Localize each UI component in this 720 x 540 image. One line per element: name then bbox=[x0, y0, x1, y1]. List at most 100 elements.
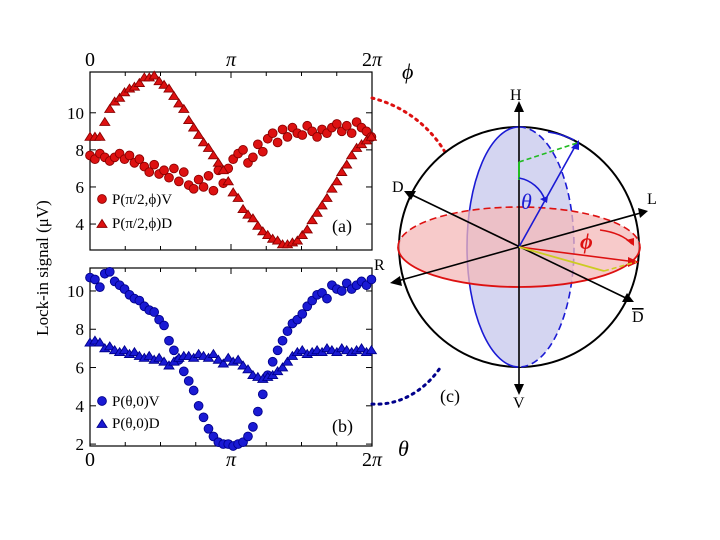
data-point-triangle bbox=[296, 229, 309, 239]
data-point-triangle bbox=[365, 131, 378, 141]
data-point-triangle bbox=[242, 364, 254, 374]
legend-label: P(θ,0)V bbox=[112, 394, 160, 410]
data-point-circle bbox=[188, 183, 199, 194]
panel-a-chart: 4 6 8 10 0 π 2π P(π/2,ϕ)V P(π/2,ϕ)D (a) ϕ bbox=[67, 49, 413, 251]
panel-b-bottom-axis-label: θ bbox=[398, 436, 409, 461]
data-point-circle bbox=[312, 132, 322, 142]
arrowhead-Dbar bbox=[622, 293, 634, 302]
y-tick-label: 10 bbox=[67, 282, 84, 301]
data-point-circle bbox=[341, 120, 352, 131]
data-point-triangle bbox=[222, 176, 235, 186]
data-point-triangle bbox=[242, 209, 254, 219]
bloch-label-theta: θ bbox=[521, 189, 532, 214]
data-point-triangle bbox=[153, 352, 165, 362]
data-point-circle bbox=[272, 137, 283, 148]
data-point-triangle bbox=[316, 200, 328, 210]
meridian-arrow bbox=[547, 131, 575, 141]
data-point-triangle bbox=[143, 350, 156, 360]
data-point-triangle bbox=[252, 220, 264, 230]
data-point-triangle bbox=[148, 70, 160, 80]
bloch-label-H: H bbox=[510, 87, 522, 104]
data-point-circle bbox=[282, 132, 293, 142]
x-tick-label: π bbox=[226, 449, 237, 471]
data-point-circle bbox=[277, 124, 288, 135]
data-point-circle bbox=[277, 335, 288, 346]
data-point-circle bbox=[366, 274, 377, 285]
data-point-triangle bbox=[94, 131, 106, 141]
state-vector-red-head bbox=[628, 257, 639, 267]
y-tick-label: 4 bbox=[76, 215, 85, 234]
data-point-triangle bbox=[247, 213, 259, 223]
data-point-circle bbox=[164, 172, 174, 183]
data-point-triangle bbox=[103, 341, 116, 351]
bloch-label-L: L bbox=[647, 191, 657, 208]
panel-b-label: (b) bbox=[332, 416, 353, 437]
data-point-circle bbox=[149, 159, 160, 170]
data-point-triangle bbox=[237, 360, 249, 370]
data-point-circle bbox=[257, 389, 268, 400]
data-point-circle bbox=[297, 130, 308, 140]
data-point-circle bbox=[104, 266, 115, 277]
bloch-sphere: H V D D L R θ ϕ (c) bbox=[374, 87, 657, 412]
panel-c-label: (c) bbox=[440, 386, 460, 407]
data-point-circle bbox=[149, 307, 160, 317]
arrowhead-R bbox=[390, 276, 402, 286]
data-point-triangle bbox=[306, 214, 318, 225]
data-point-triangle bbox=[177, 103, 190, 113]
data-point-circle bbox=[257, 146, 268, 157]
x-tick-label: 2π bbox=[362, 449, 383, 471]
y-tick-label: 8 bbox=[76, 320, 85, 339]
panel-a-label: (a) bbox=[332, 216, 352, 237]
data-point-triangle bbox=[232, 192, 244, 202]
data-point-circle bbox=[90, 274, 100, 285]
data-point-circle bbox=[267, 128, 278, 139]
panel-b-ticks: 2 4 6 8 10 0 π 2π bbox=[67, 268, 383, 471]
data-point-triangle bbox=[187, 122, 200, 132]
data-point-triangle bbox=[168, 90, 180, 100]
data-point-circle bbox=[159, 165, 169, 176]
data-point-triangle bbox=[217, 358, 230, 368]
data-point-circle bbox=[203, 423, 214, 434]
data-point-circle bbox=[193, 174, 204, 185]
data-point-triangle bbox=[192, 129, 205, 139]
state-vector-blue bbox=[518, 142, 578, 248]
data-point-triangle bbox=[207, 348, 220, 358]
data-point-circle bbox=[198, 182, 209, 192]
panel-a-points bbox=[84, 70, 378, 249]
data-point-triangle bbox=[321, 192, 333, 202]
data-point-triangle bbox=[207, 150, 220, 160]
data-point-triangle bbox=[212, 354, 225, 364]
data-point-triangle bbox=[163, 83, 175, 93]
arrowhead-D bbox=[404, 191, 416, 200]
arrowhead-V bbox=[514, 384, 524, 395]
data-point-triangle bbox=[296, 344, 309, 355]
data-point-triangle bbox=[217, 164, 230, 175]
data-point-circle bbox=[134, 154, 145, 164]
connector-blue-dotted bbox=[370, 366, 442, 406]
data-point-triangle bbox=[281, 356, 294, 366]
data-point-circle bbox=[203, 170, 214, 181]
data-point-triangle bbox=[335, 166, 348, 176]
data-point-circle bbox=[174, 176, 184, 187]
bloch-label-V: V bbox=[513, 395, 525, 412]
data-point-circle bbox=[238, 145, 248, 155]
data-point-triangle bbox=[113, 92, 126, 102]
legend-marker-triangle bbox=[96, 218, 108, 228]
data-point-circle bbox=[331, 119, 342, 129]
legend-marker-circle bbox=[97, 396, 107, 406]
data-point-triangle bbox=[340, 159, 353, 169]
y-tick-label: 4 bbox=[76, 397, 85, 416]
x-tick-label: π bbox=[226, 49, 237, 71]
data-point-triangle bbox=[158, 356, 170, 366]
data-point-circle bbox=[346, 128, 357, 139]
data-point-triangle bbox=[301, 224, 314, 234]
data-point-triangle bbox=[261, 229, 274, 239]
data-point-triangle bbox=[291, 235, 304, 245]
legend-label: P(θ,0)D bbox=[112, 416, 160, 432]
y-tick-label: 6 bbox=[76, 359, 85, 378]
data-point-circle bbox=[272, 345, 283, 356]
data-point-circle bbox=[253, 406, 263, 417]
data-point-triangle bbox=[98, 116, 111, 126]
data-point-triangle bbox=[158, 79, 170, 89]
panel-b-points bbox=[84, 266, 378, 451]
